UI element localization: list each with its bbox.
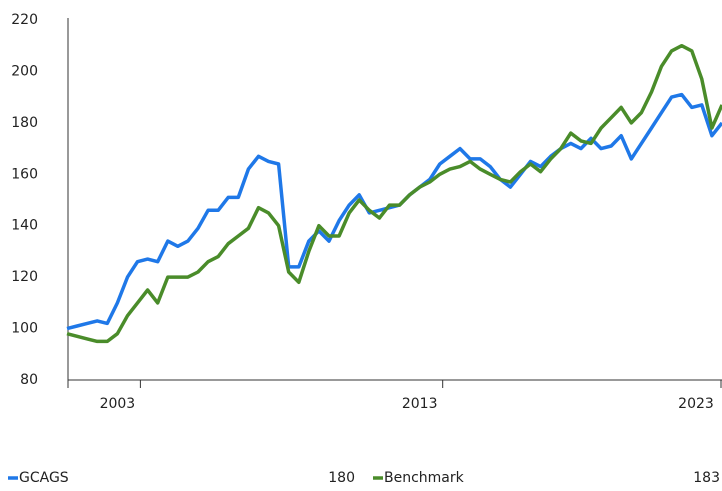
x-tick-label: 2013 bbox=[402, 396, 438, 412]
y-tick-label: 80 bbox=[20, 372, 38, 388]
legend-value: 180 bbox=[328, 470, 355, 486]
legend-label: Benchmark bbox=[384, 470, 465, 486]
x-tick-label: 2003 bbox=[100, 396, 136, 412]
legend-value: 183 bbox=[693, 470, 720, 486]
legend-label: GCAGS bbox=[19, 470, 69, 486]
y-tick-label: 220 bbox=[11, 12, 38, 28]
y-tick-label: 120 bbox=[11, 269, 38, 285]
y-tick-label: 180 bbox=[11, 115, 38, 131]
y-tick-label: 140 bbox=[11, 218, 38, 234]
y-tick-label: 200 bbox=[11, 63, 38, 79]
series-line bbox=[66, 92, 722, 331]
x-tick-label: 2023 bbox=[678, 396, 714, 412]
y-tick-label: 160 bbox=[11, 166, 38, 182]
series-line bbox=[66, 43, 722, 344]
y-tick-label: 100 bbox=[11, 321, 38, 337]
